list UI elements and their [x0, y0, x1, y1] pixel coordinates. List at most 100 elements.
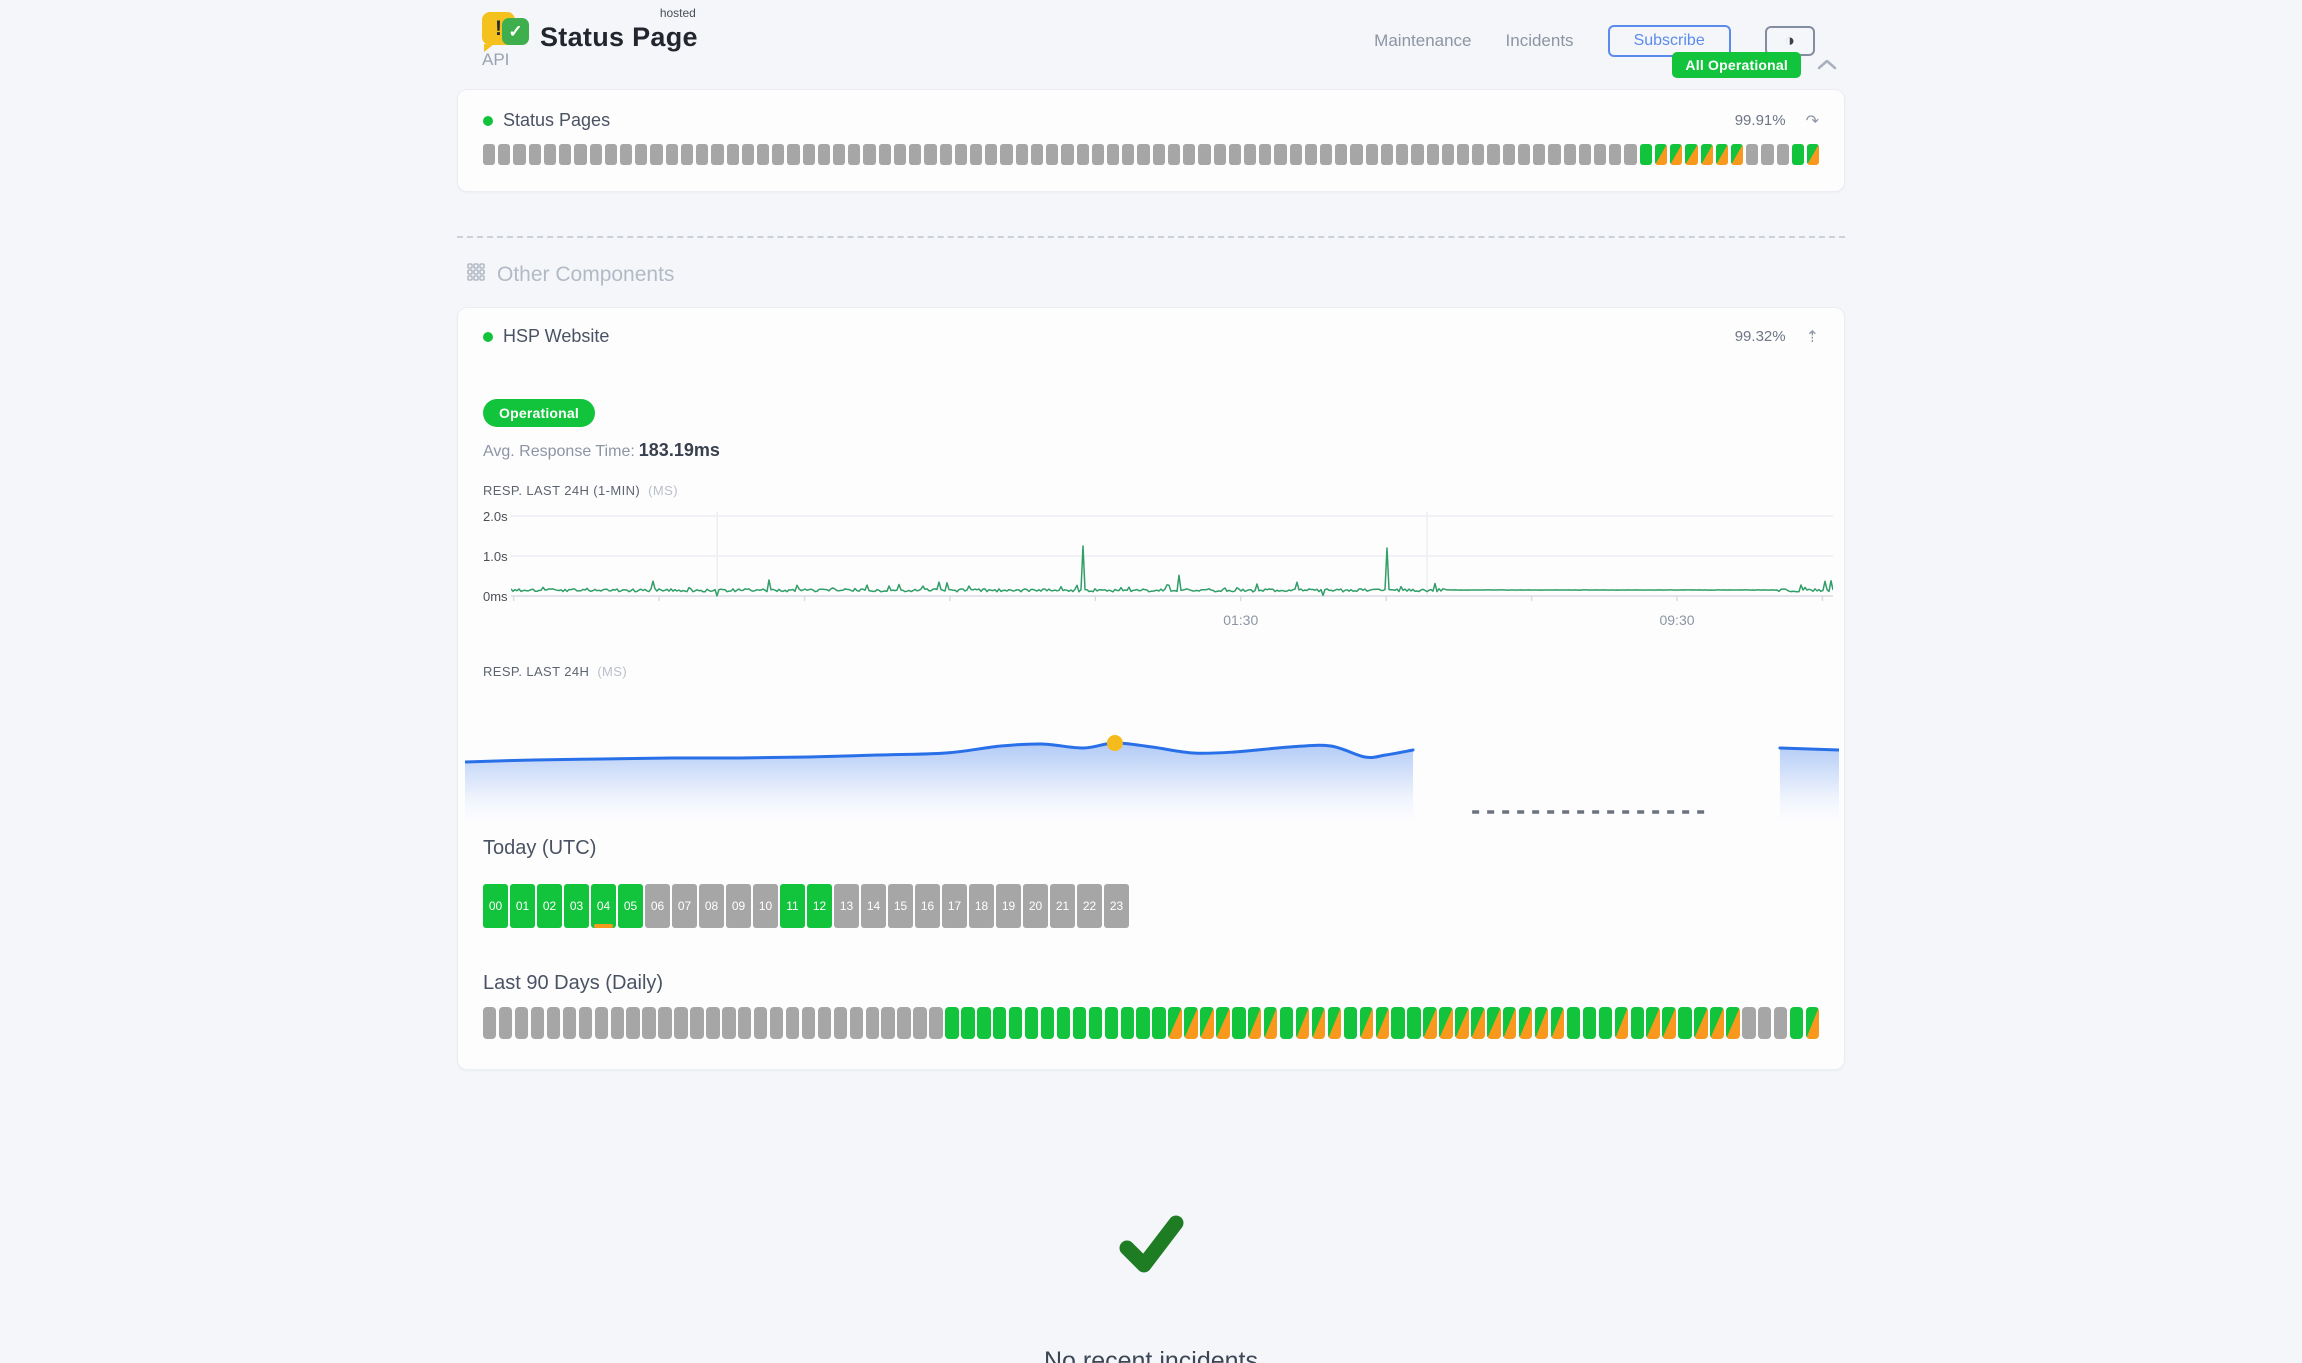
uptime-bar[interactable]	[1487, 144, 1500, 165]
daily-uptime-bar[interactable]	[753, 1007, 768, 1039]
uptime-bar[interactable]	[726, 144, 739, 165]
uptime-bar[interactable]	[1228, 144, 1241, 165]
daily-uptime-bar[interactable]	[817, 1007, 832, 1039]
uptime-bar[interactable]	[543, 144, 557, 165]
uptime-bar[interactable]	[1167, 144, 1181, 165]
uptime-bar[interactable]	[1335, 144, 1348, 165]
hour-box-04[interactable]: 04	[591, 884, 616, 928]
daily-uptime-bar[interactable]	[1184, 1007, 1198, 1039]
daily-uptime-bar[interactable]	[961, 1007, 975, 1039]
uptime-bar[interactable]	[1320, 144, 1333, 165]
uptime-bar[interactable]	[1517, 144, 1531, 165]
daily-uptime-bar[interactable]	[514, 1007, 529, 1039]
uptime-bar[interactable]	[787, 144, 800, 165]
daily-uptime-bar[interactable]	[530, 1007, 545, 1039]
daily-uptime-bar[interactable]	[1024, 1007, 1039, 1039]
daily-uptime-bar[interactable]	[1550, 1007, 1565, 1039]
hour-box-01[interactable]: 01	[510, 884, 535, 928]
uptime-bar[interactable]	[1746, 144, 1759, 165]
uptime-bar[interactable]	[1046, 144, 1059, 165]
uptime-bar[interactable]	[1411, 144, 1424, 165]
daily-uptime-bar[interactable]	[1758, 1007, 1772, 1039]
uptime-bar[interactable]	[1776, 144, 1789, 165]
daily-uptime-bar[interactable]	[498, 1007, 513, 1039]
uptime-bar[interactable]	[665, 144, 678, 165]
daily-uptime-bar[interactable]	[1407, 1007, 1421, 1039]
uptime-bar[interactable]	[1091, 144, 1104, 165]
daily-uptime-bar[interactable]	[945, 1007, 959, 1039]
daily-uptime-bar[interactable]	[865, 1007, 879, 1039]
daily-uptime-bar[interactable]	[1742, 1007, 1756, 1039]
daily-uptime-bar[interactable]	[1726, 1007, 1740, 1039]
hour-box-06[interactable]: 06	[645, 884, 670, 928]
daily-uptime-bar[interactable]	[1263, 1007, 1278, 1039]
daily-uptime-bar[interactable]	[1295, 1007, 1310, 1039]
component-header[interactable]: Status Pages 99.91% ↷	[483, 90, 1819, 131]
uptime-bar[interactable]	[1380, 144, 1394, 165]
daily-uptime-bar[interactable]	[1008, 1007, 1023, 1039]
daily-uptime-bar[interactable]	[1773, 1007, 1788, 1039]
daily-uptime-bar[interactable]	[578, 1007, 593, 1039]
hour-box-05[interactable]: 05	[618, 884, 643, 928]
hour-box-19[interactable]: 19	[996, 884, 1021, 928]
daily-uptime-bar[interactable]	[1040, 1007, 1055, 1039]
subscribe-button[interactable]: Subscribe	[1607, 25, 1731, 57]
daily-uptime-bar[interactable]	[1056, 1007, 1071, 1039]
uptime-bar[interactable]	[574, 144, 587, 165]
hour-box-17[interactable]: 17	[942, 884, 967, 928]
uptime-bar[interactable]	[1289, 144, 1302, 165]
daily-uptime-bar[interactable]	[1423, 1007, 1437, 1039]
uptime-bar[interactable]	[650, 144, 663, 165]
daily-uptime-bar[interactable]	[1391, 1007, 1405, 1039]
daily-uptime-bar[interactable]	[1152, 1007, 1166, 1039]
daily-uptime-bar[interactable]	[738, 1007, 752, 1039]
uptime-bar[interactable]	[1563, 144, 1576, 165]
daily-uptime-bar[interactable]	[1359, 1007, 1373, 1039]
hour-box-22[interactable]: 22	[1077, 884, 1102, 928]
daily-uptime-bar[interactable]	[626, 1007, 640, 1039]
uptime-bar[interactable]	[589, 144, 602, 165]
uptime-bar[interactable]	[1609, 144, 1622, 165]
daily-uptime-bar[interactable]	[1694, 1007, 1708, 1039]
uptime-bar[interactable]	[1791, 144, 1805, 165]
uptime-bar[interactable]	[1304, 144, 1318, 165]
daily-uptime-bar[interactable]	[897, 1007, 911, 1039]
uptime-bar[interactable]	[498, 144, 511, 165]
uptime-bar[interactable]	[909, 144, 922, 165]
uptime-bar[interactable]	[619, 144, 633, 165]
uptime-bar[interactable]	[1639, 144, 1652, 165]
daily-uptime-bar[interactable]	[1279, 1007, 1294, 1039]
uptime-bar[interactable]	[756, 144, 770, 165]
uptime-bar[interactable]	[1654, 144, 1668, 165]
uptime-bar[interactable]	[1274, 144, 1287, 165]
uptime-bar[interactable]	[802, 144, 815, 165]
daily-uptime-bar[interactable]	[1614, 1007, 1628, 1039]
uptime-bar[interactable]	[513, 144, 526, 165]
daily-uptime-bar[interactable]	[722, 1007, 736, 1039]
daily-uptime-bar[interactable]	[1789, 1007, 1804, 1039]
uptime-bar[interactable]	[985, 144, 998, 165]
hour-box-00[interactable]: 00	[483, 884, 508, 928]
daily-uptime-bar[interactable]	[881, 1007, 895, 1039]
uptime-bar[interactable]	[1198, 144, 1211, 165]
daily-uptime-bar[interactable]	[1471, 1007, 1485, 1039]
daily-uptime-bar[interactable]	[1598, 1007, 1613, 1039]
uptime-bar[interactable]	[1213, 144, 1226, 165]
daily-uptime-bar[interactable]	[1582, 1007, 1597, 1039]
uptime-bar[interactable]	[1243, 144, 1257, 165]
uptime-bar[interactable]	[635, 144, 648, 165]
uptime-bar[interactable]	[711, 144, 724, 165]
selected-point-marker[interactable]	[1106, 735, 1123, 751]
uptime-bar[interactable]	[848, 144, 861, 165]
daily-uptime-bar[interactable]	[706, 1007, 720, 1039]
uptime-bar[interactable]	[817, 144, 831, 165]
daily-uptime-bar[interactable]	[1662, 1007, 1676, 1039]
chevron-up-icon[interactable]	[1817, 59, 1837, 71]
daily-uptime-bar[interactable]	[1327, 1007, 1342, 1039]
uptime-bar[interactable]	[954, 144, 967, 165]
hour-box-10[interactable]: 10	[753, 884, 778, 928]
uptime-bar[interactable]	[1183, 144, 1196, 165]
daily-uptime-bar[interactable]	[913, 1007, 927, 1039]
hour-box-13[interactable]: 13	[834, 884, 859, 928]
daily-uptime-bar[interactable]	[1646, 1007, 1660, 1039]
